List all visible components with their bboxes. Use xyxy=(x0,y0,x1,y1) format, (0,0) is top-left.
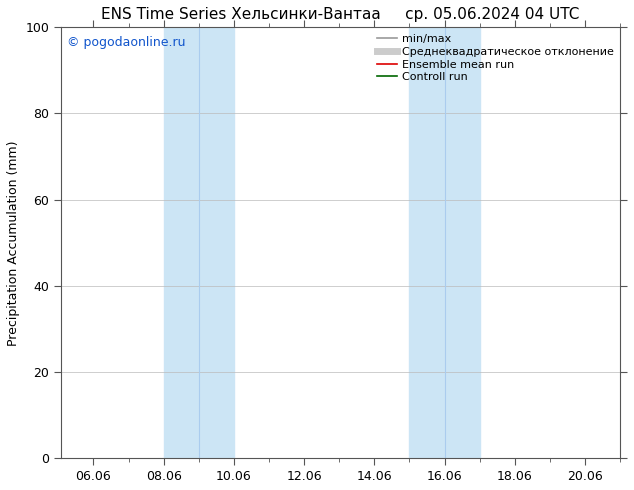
Y-axis label: Precipitation Accumulation (mm): Precipitation Accumulation (mm) xyxy=(7,140,20,345)
Legend: min/max, Среднеквадратическое отклонение, Ensemble mean run, Controll run: min/max, Среднеквадратическое отклонение… xyxy=(373,29,618,87)
Text: © pogodaonline.ru: © pogodaonline.ru xyxy=(67,36,185,49)
Title: ENS Time Series Хельсинки-Вантаа     ср. 05.06.2024 04 UTC: ENS Time Series Хельсинки-Вантаа ср. 05.… xyxy=(101,7,580,22)
Bar xyxy=(164,27,234,458)
Bar xyxy=(410,27,480,458)
